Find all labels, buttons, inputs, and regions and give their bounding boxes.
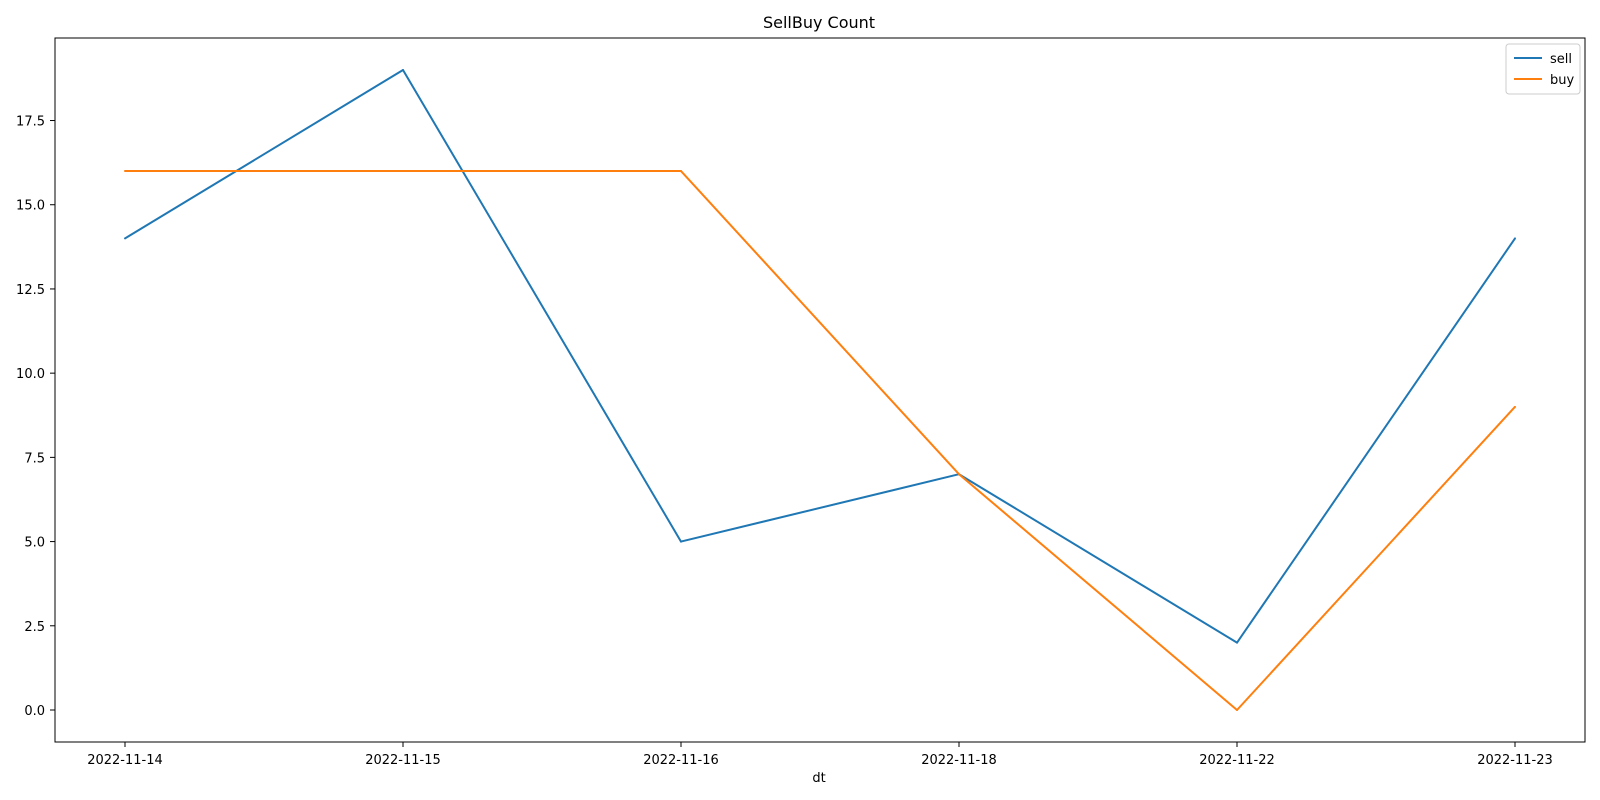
data-point-sell-2022-11-16 xyxy=(680,540,682,543)
y-tick-label: 17.5 xyxy=(16,115,45,130)
data-point-buy-2022-11-14 xyxy=(124,170,126,173)
series-line-buy xyxy=(125,170,1516,711)
data-point-sell-2022-11-23 xyxy=(1514,237,1516,240)
y-tick-label: 10.0 xyxy=(16,367,45,382)
data-point-buy-2022-11-22 xyxy=(1236,709,1238,711)
x-tick-label: 2022-11-15 xyxy=(365,753,441,768)
y-tick-label: 0.0 xyxy=(24,704,45,719)
data-point-sell-2022-11-14 xyxy=(124,237,126,240)
legend-label-buy: buy xyxy=(1550,73,1574,88)
x-tick-label: 2022-11-14 xyxy=(87,753,163,768)
y-tick-label: 7.5 xyxy=(24,451,45,466)
data-point-buy-2022-11-23 xyxy=(1514,405,1516,408)
legend-label-sell: sell xyxy=(1550,52,1572,67)
plot-frame xyxy=(54,37,1586,743)
y-tick-label: 15.0 xyxy=(16,199,45,214)
data-point-buy-2022-11-16 xyxy=(680,170,682,173)
x-tick-label: 2022-11-18 xyxy=(921,753,997,768)
x-axis-label: dt xyxy=(812,771,825,786)
y-tick-label: 2.5 xyxy=(24,620,45,635)
x-tick-label: 2022-11-23 xyxy=(1477,753,1553,768)
chart-title: SellBuy Count xyxy=(763,13,875,32)
y-tick-label: 12.5 xyxy=(16,283,45,298)
series-line-sell xyxy=(124,69,1516,644)
x-tick-label: 2022-11-16 xyxy=(643,753,719,768)
y-tick-label: 5.0 xyxy=(24,536,45,551)
data-point-sell-2022-11-22 xyxy=(1236,641,1238,644)
x-tick-label: 2022-11-22 xyxy=(1199,753,1275,768)
axis-ticks: 2022-11-14 2022-11-15 2022-11-16 2022-11-18… xyxy=(16,115,1553,768)
data-point-buy-2022-11-15 xyxy=(402,170,404,173)
data-point-buy-2022-11-18 xyxy=(958,473,960,476)
legend: sell buy xyxy=(1505,43,1581,95)
legend-box xyxy=(1505,43,1581,95)
data-point-sell-2022-11-15 xyxy=(402,69,404,71)
plot-area xyxy=(124,69,1516,711)
